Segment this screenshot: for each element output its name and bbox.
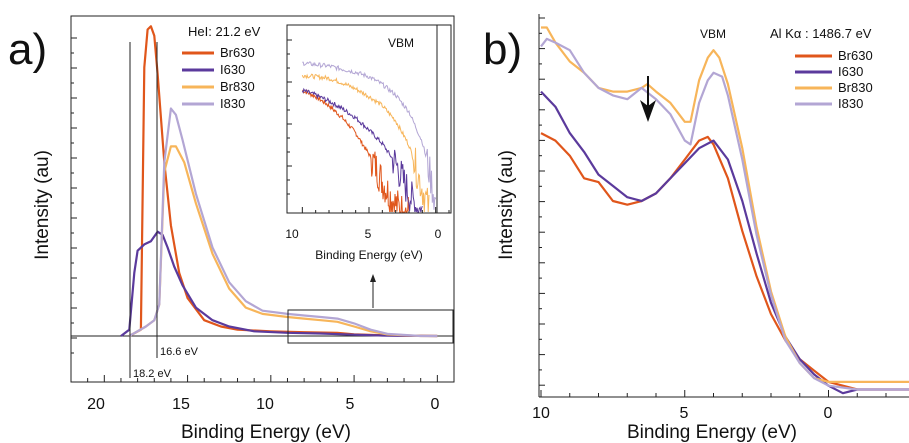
inset-frame xyxy=(286,24,452,214)
legend-label-br830: Br830 xyxy=(838,80,873,95)
panel-a-xtick-label: 10 xyxy=(256,396,274,413)
zoom-region-box xyxy=(287,309,454,344)
legend-label-i830: I830 xyxy=(220,96,245,111)
cutoff-label-18-2: 18.2 eV xyxy=(133,368,172,380)
inset-line-i630 xyxy=(301,87,423,213)
panel-a-xtick-label: 0 xyxy=(431,396,440,413)
inset-line-i830 xyxy=(302,61,437,210)
panel-b-legend: Br630 I630 Br830 I830 xyxy=(795,48,873,111)
feature-arrow-head xyxy=(640,100,656,122)
panel-a: a) Intensity (au) Binding Energy (eV) 20… xyxy=(8,15,455,443)
panel-a-source: HeI: 21.2 eV xyxy=(188,24,261,39)
inset-ticks xyxy=(287,39,450,213)
inset-title: VBM xyxy=(388,36,414,50)
zoom-arrow-head xyxy=(370,274,376,282)
legend-label-br830: Br830 xyxy=(220,79,255,94)
panel-a-lines xyxy=(120,25,438,338)
panel-a-legend: Br630 I630 Br830 I830 xyxy=(182,45,255,111)
inset-xtick-label: 5 xyxy=(365,227,372,241)
panel-a-inset: VBM 10 5 0 Binding Energy (eV) xyxy=(285,24,452,262)
legend-label-i630: I630 xyxy=(838,64,863,79)
panel-b-ylabel: Intensity (au) xyxy=(496,150,517,260)
panel-a-ticks xyxy=(71,37,455,382)
panel-b-xtick-label: 0 xyxy=(824,405,833,422)
series-line-br630 xyxy=(540,132,909,391)
legend-label-i630: I630 xyxy=(220,62,245,77)
cutoff-label-16-6: 16.6 eV xyxy=(160,346,199,358)
panel-b-xtick-label: 10 xyxy=(532,405,550,422)
panel-b-ticks xyxy=(539,17,887,397)
panel-b-xtick-label: 5 xyxy=(680,405,689,422)
inset-line-br630 xyxy=(302,89,410,213)
inset-xtick-label: 0 xyxy=(435,227,442,241)
panel-a-xtick-label: 15 xyxy=(172,396,190,413)
panel-b-xlabel: Binding Energy (eV) xyxy=(627,422,797,443)
panel-b-label: b) xyxy=(483,25,522,74)
panel-a-label: a) xyxy=(8,25,47,74)
panel-a-ticklabels: 20 15 10 5 0 xyxy=(87,396,439,413)
legend-label-br630: Br630 xyxy=(838,48,873,63)
inset-xtick-label: 10 xyxy=(285,227,299,241)
series-line-i630 xyxy=(120,230,438,338)
panel-b: b) Intensity (au) Binding Energy (eV) 10… xyxy=(483,14,909,443)
legend-label-br630: Br630 xyxy=(220,45,255,60)
panel-a-ylabel: Intensity (au) xyxy=(32,150,53,260)
series-line-i630 xyxy=(540,90,909,395)
panel-b-source: Al Kα : 1486.7 eV xyxy=(770,26,872,41)
inset-xlabel: Binding Energy (eV) xyxy=(315,248,422,262)
panel-b-lines xyxy=(540,26,909,395)
inset-line-br830 xyxy=(301,73,430,213)
panel-a-xtick-label: 20 xyxy=(87,396,105,413)
panel-b-vbm: VBM xyxy=(700,27,726,41)
legend-label-i830: I830 xyxy=(838,96,863,111)
inset-lines xyxy=(301,61,437,213)
series-line-i830 xyxy=(128,107,438,338)
panel-a-xtick-label: 5 xyxy=(346,396,355,413)
series-line-i830 xyxy=(540,37,909,391)
panel-a-frame xyxy=(70,15,455,383)
panel-a-xlabel: Binding Energy (eV) xyxy=(181,422,351,443)
